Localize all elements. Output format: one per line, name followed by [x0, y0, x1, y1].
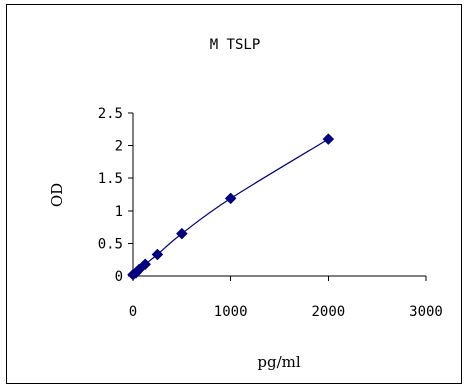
data-points — [127, 133, 335, 281]
axes: 0 0.5 1 1.5 2 2.5 0 1000 2000 3000 — [98, 106, 443, 320]
data-point — [322, 133, 335, 145]
chart-title: M TSLP — [210, 37, 261, 53]
data-point — [175, 227, 188, 240]
chart-plot: M TSLP OD pg/ml 0 0.5 1 1.5 2 2.5 0 1000 2000 300… — [48, 37, 443, 371]
x-tick-label: 3000 — [409, 304, 443, 320]
y-tick-label: 0.5 — [98, 236, 123, 252]
y-tick-label: 1.5 — [98, 171, 123, 187]
y-tick-label: 1 — [115, 204, 123, 220]
chart-frame: M TSLP OD pg/ml 0 0.5 1 1.5 2 2.5 0 1000 2000 300… — [6, 4, 462, 384]
data-point — [224, 192, 237, 205]
data-point — [139, 258, 152, 271]
data-point — [151, 248, 164, 261]
y-axis-label: OD — [48, 183, 66, 207]
y-tick-label: 2 — [115, 139, 123, 155]
x-axis-label: pg/ml — [257, 353, 300, 371]
x-tick-label: 1000 — [214, 304, 248, 320]
x-tick-label: 0 — [129, 304, 137, 320]
x-tick-label: 2000 — [311, 304, 345, 320]
y-tick-label: 0 — [115, 269, 123, 285]
y-tick-label: 2.5 — [98, 106, 123, 122]
